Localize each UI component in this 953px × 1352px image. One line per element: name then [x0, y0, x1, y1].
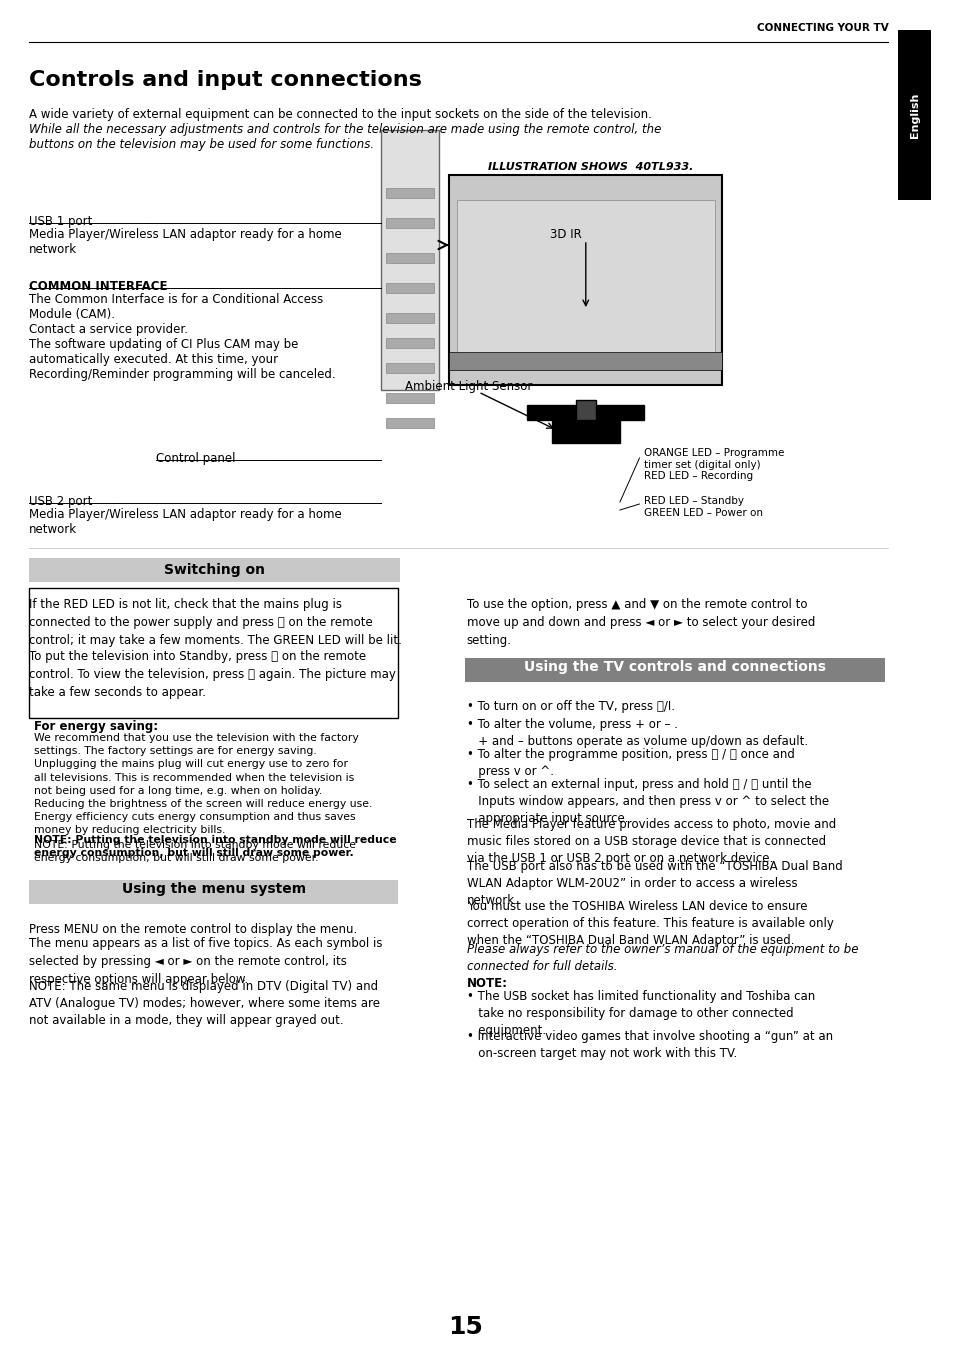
- Text: • To turn on or off the TV, press ⏻/I.: • To turn on or off the TV, press ⏻/I.: [466, 700, 674, 713]
- Bar: [385, 393, 434, 403]
- Text: The USB port also has to be used with the “TOSHIBA Dual Band
WLAN Adaptor WLM-20: The USB port also has to be used with th…: [466, 860, 841, 907]
- Text: NOTE: Putting the television into standby mode will reduce
energy consumption, b: NOTE: Putting the television into standb…: [34, 836, 396, 859]
- Bar: [527, 406, 643, 420]
- Bar: [449, 352, 721, 370]
- Text: To use the option, press ▲ and ▼ on the remote control to
move up and down and p: To use the option, press ▲ and ▼ on the …: [466, 598, 814, 648]
- Bar: [385, 218, 434, 228]
- Bar: [385, 283, 434, 293]
- Text: CONNECTING YOUR TV: CONNECTING YOUR TV: [756, 23, 887, 32]
- Text: • To alter the volume, press + or – .
   + and – buttons operate as volume up/do: • To alter the volume, press + or – . + …: [466, 718, 807, 748]
- Bar: [551, 420, 619, 443]
- Text: 15: 15: [448, 1315, 482, 1338]
- Text: RED LED – Standby
GREEN LED – Power on: RED LED – Standby GREEN LED – Power on: [643, 496, 762, 518]
- Text: USB 2 port: USB 2 port: [30, 495, 92, 508]
- Text: To put the television into Standby, press ⏻ on the remote
control. To view the t: To put the television into Standby, pres…: [30, 650, 395, 699]
- Bar: [385, 188, 434, 197]
- Text: English: English: [909, 92, 919, 138]
- Text: NOTE:: NOTE:: [466, 977, 507, 990]
- Text: 3D IR: 3D IR: [550, 228, 581, 241]
- Text: USB 1 port: USB 1 port: [30, 215, 92, 228]
- Text: Media Player/Wireless LAN adaptor ready for a home
network: Media Player/Wireless LAN adaptor ready …: [30, 508, 342, 535]
- Bar: [385, 253, 434, 264]
- Text: The menu appears as a list of five topics. As each symbol is
selected by pressin: The menu appears as a list of five topic…: [30, 937, 382, 986]
- Bar: [449, 174, 721, 385]
- Text: Please always refer to the owner’s manual of the equipment to be
connected for f: Please always refer to the owner’s manua…: [466, 942, 858, 973]
- Bar: [551, 420, 619, 443]
- Text: • The USB socket has limited functionality and Toshiba can
   take no responsibi: • The USB socket has limited functionali…: [466, 990, 814, 1037]
- Text: Using the TV controls and connections: Using the TV controls and connections: [523, 660, 824, 675]
- Text: NOTE: Putting the television into standby mode will reduce
energy consumption, b: NOTE: Putting the television into standb…: [34, 840, 355, 863]
- Text: Control panel: Control panel: [156, 452, 235, 465]
- Text: Press MENU on the remote control to display the menu.: Press MENU on the remote control to disp…: [30, 923, 357, 936]
- Text: If the RED LED is not lit, check that the mains plug is
connected to the power s: If the RED LED is not lit, check that th…: [30, 598, 402, 648]
- Text: You must use the TOSHIBA Wireless LAN device to ensure
correct operation of this: You must use the TOSHIBA Wireless LAN de…: [466, 900, 833, 946]
- Bar: [385, 418, 434, 429]
- Bar: [464, 658, 883, 681]
- Bar: [385, 338, 434, 347]
- Text: Controls and input connections: Controls and input connections: [30, 70, 422, 91]
- Text: We recommend that you use the television with the factory
settings. The factory : We recommend that you use the television…: [34, 733, 373, 836]
- Text: COMMON INTERFACE: COMMON INTERFACE: [30, 280, 168, 293]
- Text: NOTE: The same menu is displayed in DTV (Digital TV) and
ATV (Analogue TV) modes: NOTE: The same menu is displayed in DTV …: [30, 980, 380, 1028]
- Bar: [385, 362, 434, 373]
- Text: While all the necessary adjustments and controls for the television are made usi: While all the necessary adjustments and …: [30, 123, 661, 137]
- Text: Using the menu system: Using the menu system: [122, 882, 306, 896]
- Text: For energy saving:: For energy saving:: [34, 721, 158, 733]
- Bar: [898, 30, 930, 200]
- Text: Media Player/Wireless LAN adaptor ready for a home
network: Media Player/Wireless LAN adaptor ready …: [30, 228, 342, 256]
- Text: A wide variety of external equipment can be connected to the input sockets on th: A wide variety of external equipment can…: [30, 108, 652, 120]
- Text: The Media Player feature provides access to photo, movie and
music files stored : The Media Player feature provides access…: [466, 818, 835, 865]
- Bar: [30, 588, 398, 718]
- Bar: [576, 400, 595, 420]
- Text: Switching on: Switching on: [164, 562, 265, 577]
- Bar: [30, 880, 398, 904]
- Text: • To alter the programme position, press Ⓟ / Ⓣ once and
   press v or ^.: • To alter the programme position, press…: [466, 748, 794, 777]
- Text: buttons on the television may be used for some functions.: buttons on the television may be used fo…: [30, 138, 374, 151]
- Bar: [385, 314, 434, 323]
- Bar: [380, 130, 439, 389]
- Bar: [30, 558, 400, 581]
- Text: ORANGE LED – Programme
timer set (digital only)
RED LED – Recording: ORANGE LED – Programme timer set (digita…: [643, 448, 784, 481]
- Bar: [456, 200, 714, 365]
- Text: The Common Interface is for a Conditional Access
Module (CAM).
Contact a service: The Common Interface is for a Conditiona…: [30, 293, 335, 381]
- Text: • To select an external input, press and hold Ⓟ / Ⓣ until the
   Inputs window a: • To select an external input, press and…: [466, 777, 828, 825]
- Text: • Interactive video games that involve shooting a “gun” at an
   on-screen targe: • Interactive video games that involve s…: [466, 1030, 832, 1060]
- Text: Ambient Light Sensor: Ambient Light Sensor: [405, 380, 532, 393]
- Text: ILLUSTRATION SHOWS  40TL933.: ILLUSTRATION SHOWS 40TL933.: [488, 162, 693, 172]
